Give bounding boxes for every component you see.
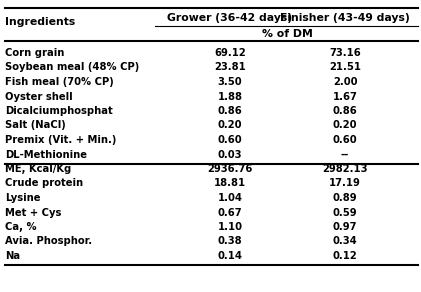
Text: 0.89: 0.89	[333, 193, 357, 203]
Text: 0.86: 0.86	[333, 106, 357, 116]
Text: ME, Kcal/Kg: ME, Kcal/Kg	[5, 164, 71, 174]
Text: 18.81: 18.81	[214, 178, 246, 189]
Text: % of DM: % of DM	[262, 29, 313, 39]
Text: 0.03: 0.03	[218, 150, 242, 159]
Text: 0.20: 0.20	[333, 121, 357, 131]
Text: 2982.13: 2982.13	[322, 164, 368, 174]
Text: Finisher (43-49 days): Finisher (43-49 days)	[280, 13, 410, 23]
Text: 17.19: 17.19	[329, 178, 361, 189]
Text: 2.00: 2.00	[333, 77, 357, 87]
Text: Crude protein: Crude protein	[5, 178, 83, 189]
Text: Salt (NaCl): Salt (NaCl)	[5, 121, 66, 131]
Text: Avia. Phosphor.: Avia. Phosphor.	[5, 237, 92, 246]
Text: 2936.76: 2936.76	[207, 164, 253, 174]
Text: 0.38: 0.38	[218, 237, 242, 246]
Text: DL-Methionine: DL-Methionine	[5, 150, 87, 159]
Text: Fish meal (70% CP): Fish meal (70% CP)	[5, 77, 114, 87]
Text: Corn grain: Corn grain	[5, 48, 64, 58]
Text: Grower (36-42 days): Grower (36-42 days)	[168, 13, 293, 23]
Text: Ingredients: Ingredients	[5, 17, 75, 27]
Text: 0.59: 0.59	[333, 208, 357, 218]
Text: 1.10: 1.10	[218, 222, 242, 232]
Text: 73.16: 73.16	[329, 48, 361, 58]
Text: 1.67: 1.67	[333, 91, 357, 102]
Text: 0.60: 0.60	[218, 135, 242, 145]
Text: 0.34: 0.34	[333, 237, 357, 246]
Text: Na: Na	[5, 251, 20, 261]
Text: 0.97: 0.97	[333, 222, 357, 232]
Text: 1.04: 1.04	[218, 193, 242, 203]
Text: 1.88: 1.88	[218, 91, 242, 102]
Text: Ca, %: Ca, %	[5, 222, 37, 232]
Text: Premix (Vit. + Min.): Premix (Vit. + Min.)	[5, 135, 116, 145]
Text: 21.51: 21.51	[329, 62, 361, 72]
Text: 69.12: 69.12	[214, 48, 246, 58]
Text: Soybean meal (48% CP): Soybean meal (48% CP)	[5, 62, 139, 72]
Text: Lysine: Lysine	[5, 193, 40, 203]
Text: 23.81: 23.81	[214, 62, 246, 72]
Text: 0.14: 0.14	[218, 251, 242, 261]
Text: Met + Cys: Met + Cys	[5, 208, 61, 218]
Text: 0.20: 0.20	[218, 121, 242, 131]
Text: --: --	[341, 150, 349, 159]
Text: Oyster shell: Oyster shell	[5, 91, 73, 102]
Text: 3.50: 3.50	[218, 77, 242, 87]
Text: Dicalciumphosphat: Dicalciumphosphat	[5, 106, 113, 116]
Text: 0.12: 0.12	[333, 251, 357, 261]
Text: 0.60: 0.60	[333, 135, 357, 145]
Text: 0.67: 0.67	[218, 208, 242, 218]
Text: 0.86: 0.86	[218, 106, 242, 116]
